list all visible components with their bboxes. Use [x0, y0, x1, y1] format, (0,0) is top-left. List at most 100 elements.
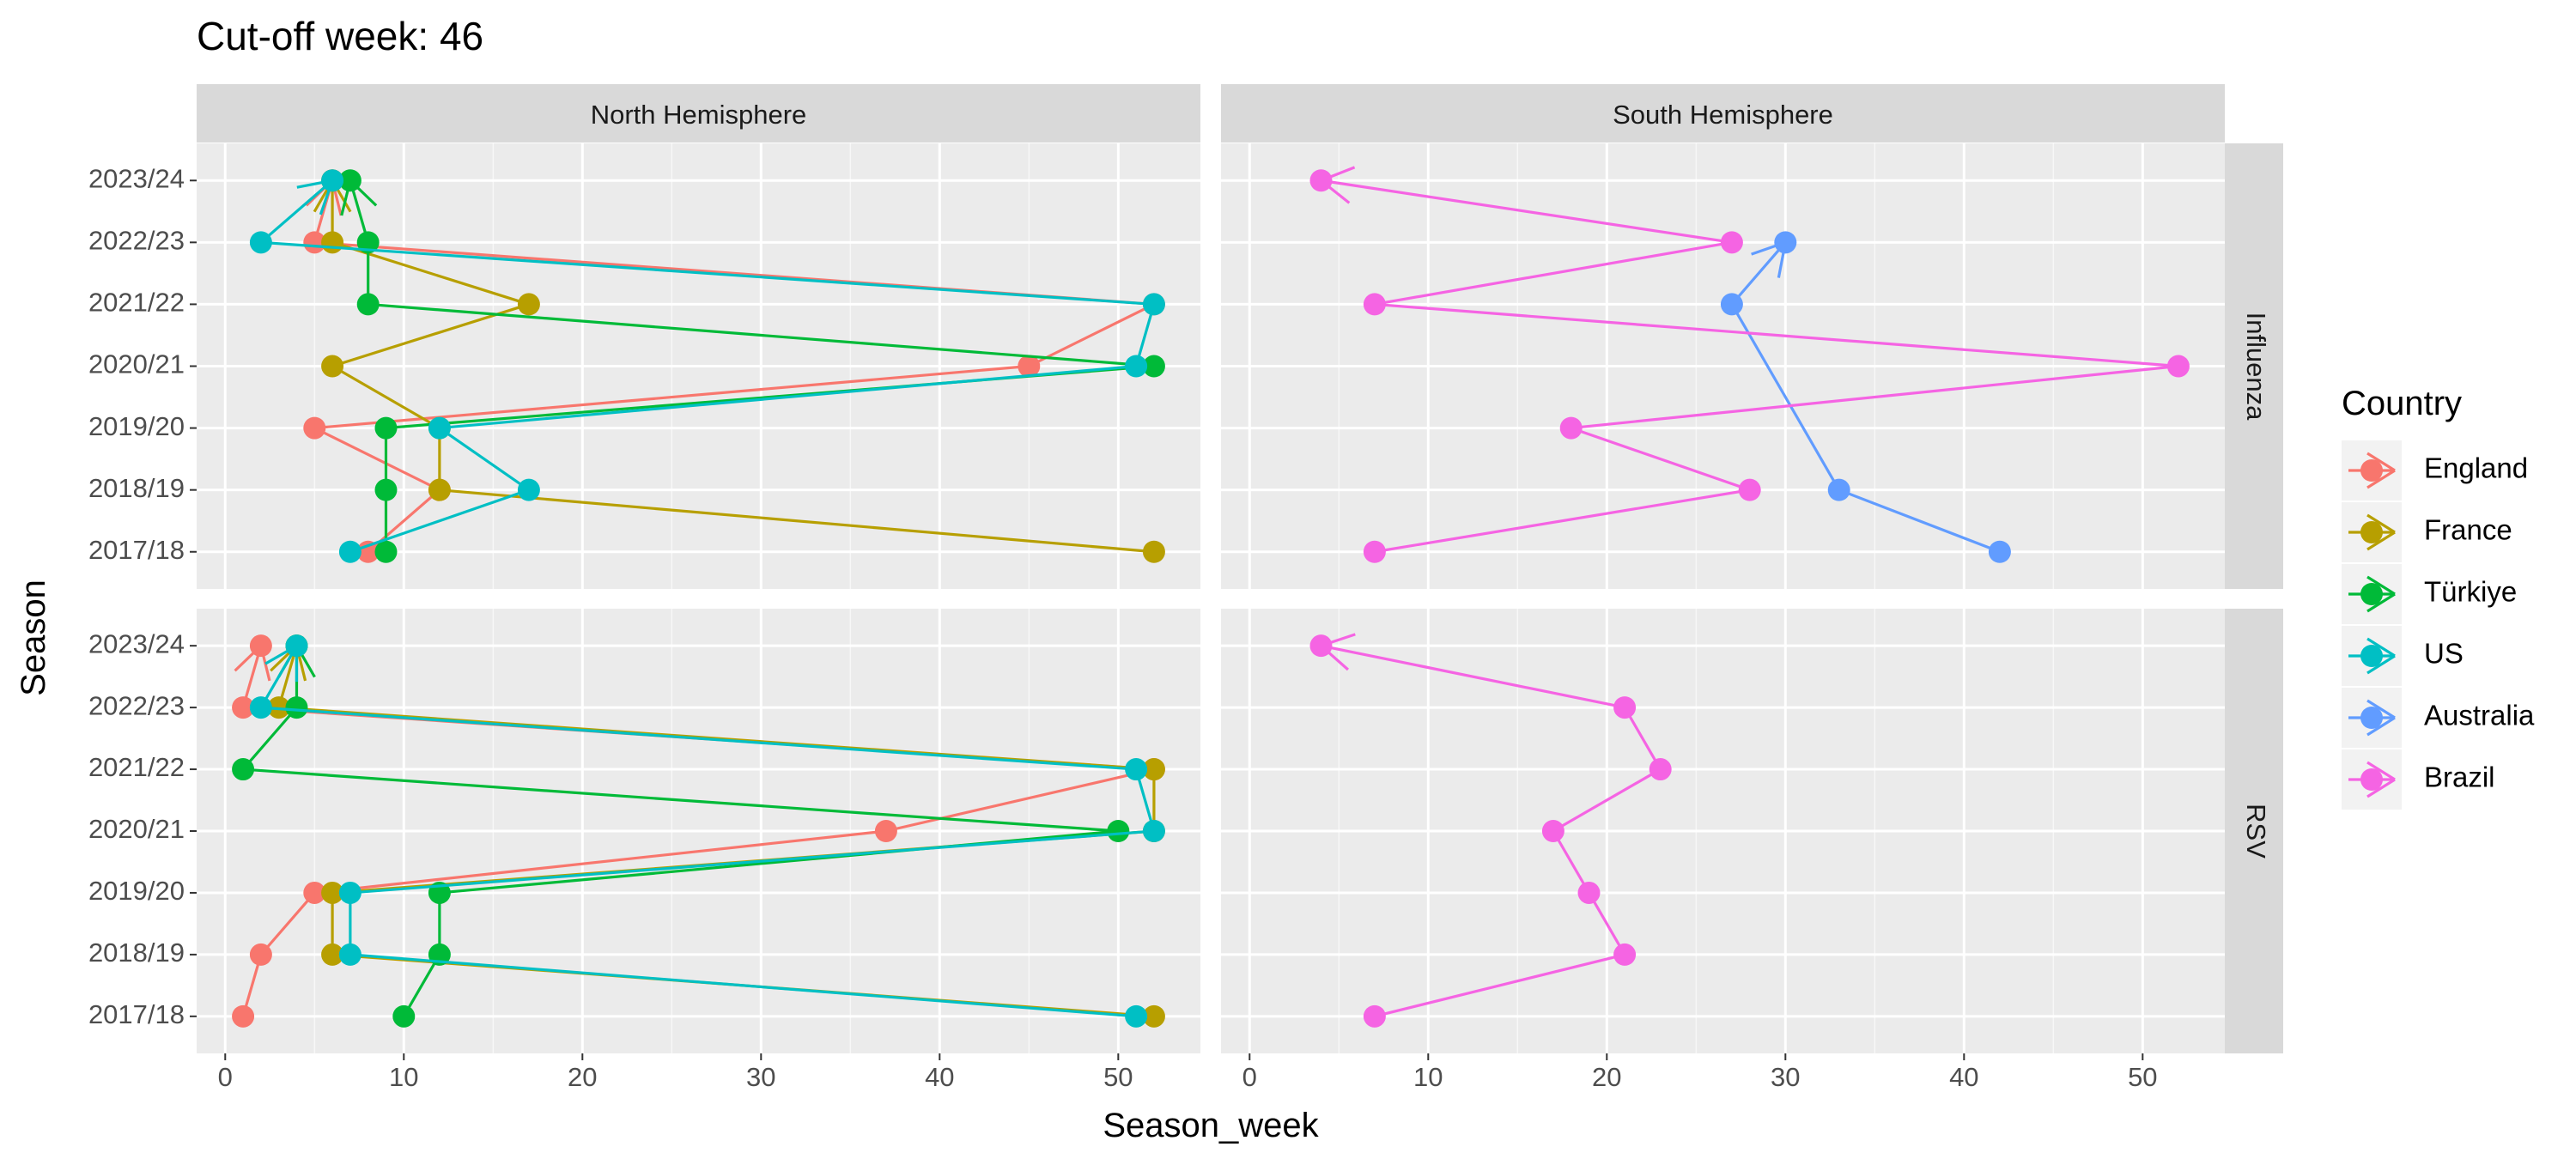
y-axis-title: Season — [15, 580, 52, 696]
data-point — [1309, 634, 1333, 658]
legend-title: Country — [2342, 385, 2462, 422]
strip-background — [2225, 609, 2283, 1053]
legend-label: US — [2424, 638, 2464, 670]
legend-key-arrowhead — [2366, 716, 2396, 737]
legend-item-england: England — [2342, 440, 2528, 501]
x-tick-label: 10 — [389, 1062, 418, 1092]
series-segment — [260, 240, 1155, 306]
data-point — [1613, 696, 1637, 719]
x-tick-label: 20 — [568, 1062, 597, 1092]
data-point — [1125, 355, 1148, 378]
series-segment — [1321, 179, 1733, 244]
series-segment — [1374, 488, 1750, 554]
facet-strip-influenza: Influenza — [2225, 143, 2283, 589]
data-point — [1720, 231, 1743, 254]
data-point — [303, 231, 326, 254]
data-point — [232, 1004, 255, 1028]
x-axis-title: Season_week — [1103, 1107, 1319, 1144]
series-segment — [1374, 302, 2179, 368]
panel-north-hemisphere-influenza: 2017/18 2018/19 2019/20 2020/21 2021/22 2022/… — [88, 143, 1200, 589]
series-segment — [349, 953, 1137, 1018]
data-point — [1142, 540, 1165, 563]
panels-layer: North Hemisphere South Hemisphere Influenz… — [88, 84, 2283, 1092]
data-point — [1142, 293, 1165, 316]
data-point — [321, 169, 344, 192]
legend-key-arrowhead — [2366, 452, 2396, 472]
x-tick-label: 0 — [218, 1062, 233, 1092]
data-point — [392, 1004, 416, 1028]
data-point — [1142, 1004, 1165, 1028]
data-point — [517, 478, 540, 501]
series-segment — [259, 891, 316, 956]
legend-item-australia: Australia — [2342, 688, 2535, 748]
data-point — [356, 231, 380, 254]
data-point — [1577, 881, 1601, 904]
series-us — [249, 169, 1165, 563]
x-tick-label: 40 — [1949, 1062, 1978, 1092]
series-brazil — [1309, 633, 1672, 1028]
x-tick-label: 30 — [746, 1062, 775, 1092]
x-tick-label: 0 — [1242, 1062, 1257, 1092]
legend-key-arrowhead — [2366, 469, 2396, 489]
legend-label: Australia — [2424, 700, 2535, 731]
facet-strip-north-hemisphere: North Hemisphere — [197, 84, 1200, 143]
legend-key-point — [2360, 583, 2383, 605]
data-point — [303, 881, 326, 904]
legend-label: Brazil — [2424, 762, 2495, 793]
legend-key-point — [2360, 459, 2383, 482]
y-tick-label: 2018/19 — [88, 938, 185, 968]
x-tick-label: 30 — [1771, 1062, 1800, 1092]
data-point — [1309, 169, 1333, 192]
series-segment — [314, 364, 1030, 430]
y-tick-label: 2021/22 — [88, 752, 185, 782]
data-point — [374, 540, 398, 563]
data-point — [285, 696, 308, 719]
series-segment — [1588, 892, 1626, 956]
data-point — [249, 231, 272, 254]
data-point — [321, 355, 344, 378]
legend-key-arrowhead — [2366, 654, 2396, 675]
legend-key-arrowhead — [2366, 513, 2396, 534]
data-point — [1559, 416, 1583, 440]
strip-background — [1221, 84, 2225, 143]
series-segment — [1623, 707, 1662, 770]
strip-label: North Hemisphere — [591, 100, 807, 130]
data-point — [1142, 758, 1165, 781]
data-point — [1988, 540, 2011, 563]
data-point — [249, 943, 272, 966]
series-segment — [314, 829, 887, 895]
data-point — [232, 696, 255, 719]
series-segment — [349, 829, 1155, 895]
data-point — [1827, 478, 1850, 501]
data-point — [1649, 758, 1672, 781]
data-point — [2166, 355, 2190, 378]
legend-label: England — [2424, 452, 2528, 484]
series-segment — [1321, 644, 1625, 709]
strip-background — [2225, 143, 2283, 589]
data-point — [249, 696, 272, 719]
x-tick-label: 50 — [2128, 1062, 2157, 1092]
series-segment — [1838, 488, 2001, 554]
data-point — [338, 540, 361, 563]
series-segment — [1571, 427, 1751, 492]
y-tick-label: 2020/21 — [88, 349, 185, 379]
data-point — [1363, 1004, 1386, 1028]
series-segment — [1730, 241, 1787, 306]
legend-key-point — [2360, 707, 2383, 729]
legend: Country England France Türkiye US Australia Br… — [2342, 385, 2535, 810]
data-point — [374, 478, 398, 501]
series-segment — [402, 954, 441, 1017]
series-segment — [885, 768, 1155, 833]
series-segment — [331, 365, 440, 429]
series-segment — [368, 302, 1155, 368]
y-tick-label: 2021/22 — [88, 288, 185, 318]
data-point — [1363, 540, 1386, 563]
data-point — [428, 416, 451, 440]
data-point — [374, 416, 398, 440]
data-point — [1541, 820, 1564, 842]
y-tick-label: 2023/24 — [88, 163, 185, 193]
data-point — [1738, 478, 1761, 501]
y-tick-label: 2018/19 — [88, 473, 185, 503]
data-point — [249, 634, 272, 658]
data-point — [321, 943, 344, 966]
